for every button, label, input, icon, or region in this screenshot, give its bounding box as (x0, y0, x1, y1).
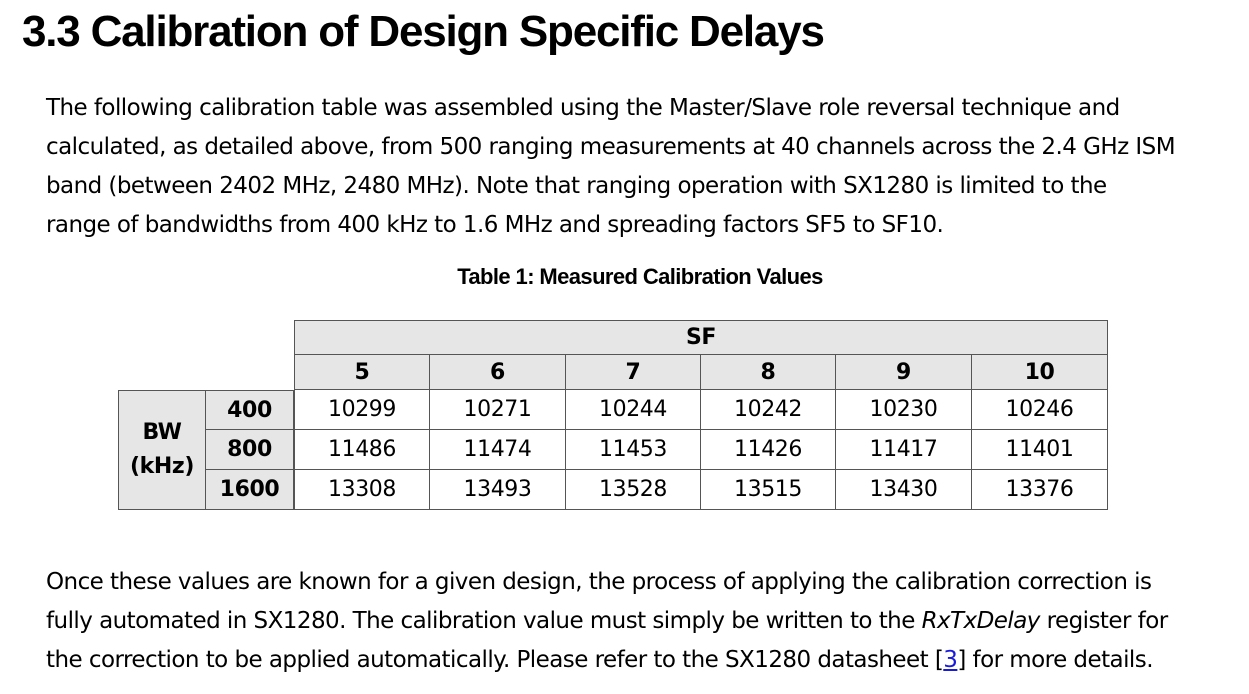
intro-line: range of bandwidths from 400 kHz to 1.6 … (46, 212, 944, 238)
column-header-sf9: 9 (836, 355, 972, 390)
table-cell: 11474 (430, 430, 566, 470)
closing-paragraph: Once these values are known for a given … (46, 563, 1242, 680)
column-header-sf10: 10 (972, 355, 1108, 390)
intro-line: band (between 2402 MHz, 2480 MHz). Note … (46, 173, 1107, 199)
closing-line-text: ] for more details. (957, 647, 1153, 673)
table-cell: 13515 (701, 470, 836, 510)
table-cell: 10271 (430, 390, 566, 430)
reference-link[interactable]: 3 (943, 647, 958, 673)
closing-line-text: the correction to be applied automatical… (46, 647, 944, 673)
row-header-bw-800: 800 (206, 430, 294, 470)
row-header-bw-1600: 1600 (206, 470, 294, 510)
table-cell: 10230 (836, 390, 972, 430)
register-name: RxTxDelay (921, 608, 1041, 634)
closing-line-text: fully automated in SX1280. The calibrati… (46, 608, 922, 634)
column-header-sf6: 6 (430, 355, 566, 390)
table-cell: 11401 (972, 430, 1108, 470)
closing-line: the correction to be applied automatical… (46, 641, 1242, 680)
bw-header: BW (kHz) (118, 390, 206, 510)
table-cell: 13430 (836, 470, 972, 510)
table-cell: 13376 (972, 470, 1108, 510)
closing-line: fully automated in SX1280. The calibrati… (46, 602, 1242, 641)
closing-line: Once these values are known for a given … (46, 569, 1152, 595)
intro-line: calculated, as detailed above, from 500 … (46, 134, 1176, 160)
table-cell: 11453 (566, 430, 701, 470)
bw-header-unit: (kHz) (130, 454, 194, 479)
table-cell: 10242 (701, 390, 836, 430)
intro-paragraph: The following calibration table was asse… (46, 89, 1242, 245)
table-cell: 10246 (972, 390, 1108, 430)
sf-header: SF (294, 320, 1108, 355)
column-header-sf8: 8 (701, 355, 836, 390)
section-heading: 3.3 Calibration of Design Specific Delay… (22, 7, 825, 56)
table-cell: 13493 (430, 470, 566, 510)
table-cell: 13528 (566, 470, 701, 510)
table-cell: 11417 (836, 430, 972, 470)
table-cell: 10244 (566, 390, 701, 430)
table-cell: 10299 (294, 390, 430, 430)
table-cell: 13308 (294, 470, 430, 510)
column-header-sf5: 5 (294, 355, 430, 390)
table-cell: 11426 (701, 430, 836, 470)
table-cell: 11486 (294, 430, 430, 470)
bw-header-label: BW (142, 420, 182, 445)
row-header-bw-400: 400 (206, 390, 294, 430)
column-header-sf7: 7 (566, 355, 701, 390)
closing-line-text: register for (1039, 608, 1169, 634)
intro-line: The following calibration table was asse… (46, 95, 1120, 121)
calibration-table: SF 5 6 7 8 9 10 BW (kHz) 400 10299 10271… (118, 320, 1108, 510)
table-caption: Table 1: Measured Calibration Values (457, 264, 823, 289)
